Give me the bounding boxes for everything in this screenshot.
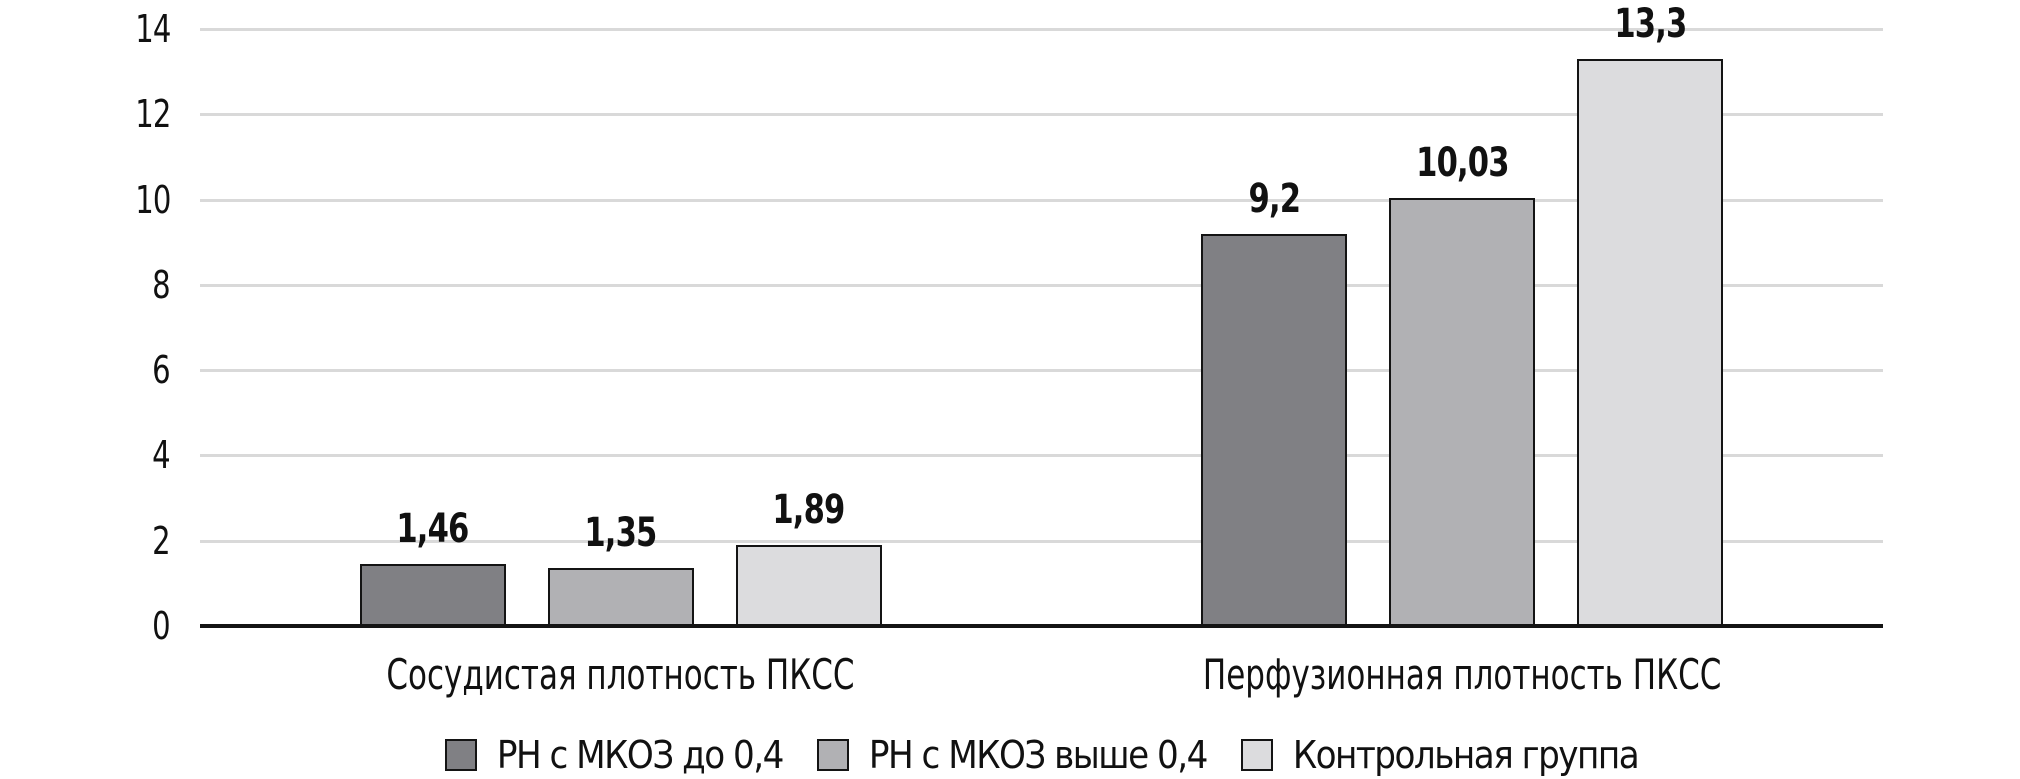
legend-item-1: РН с МКОЗ до 0,4 xyxy=(444,733,785,777)
label-text: 4 xyxy=(152,433,170,478)
label-text: 12 xyxy=(134,92,171,137)
bar-2-2 xyxy=(1389,198,1536,626)
y-axis-tick-label: 8 xyxy=(0,263,170,307)
bar-1-2 xyxy=(547,568,694,626)
category-label-1: Сосудистая плотность ПКСС xyxy=(200,650,1042,700)
legend-swatch-2 xyxy=(816,739,849,771)
y-axis-tick-label: 6 xyxy=(0,348,170,392)
bar-value-label: 10,03 xyxy=(1312,141,1612,185)
label-text: 14 xyxy=(134,7,171,51)
gridline-y-2 xyxy=(200,539,1883,543)
gridline-y-14 xyxy=(200,28,1883,31)
bar-value-label: 1,46 xyxy=(283,507,583,551)
label-text: 0 xyxy=(152,604,170,648)
label-text: 1,89 xyxy=(772,487,846,534)
y-axis-tick-label: 0 xyxy=(0,604,170,648)
bar-2-1 xyxy=(1201,233,1348,626)
legend-label-3: Контрольная группа xyxy=(1292,733,1640,777)
y-axis-tick-label: 2 xyxy=(0,519,170,563)
legend-swatch-3 xyxy=(1240,739,1273,771)
label-text: 6 xyxy=(152,348,170,393)
label-text: 10 xyxy=(134,177,171,222)
label-text: 8 xyxy=(152,262,170,307)
legend-item-3: Контрольная группа xyxy=(1240,733,1640,777)
x-axis-line xyxy=(200,624,1883,628)
legend-label-2: РН с МКОЗ выше 0,4 xyxy=(868,733,1208,777)
label-text: 10,03 xyxy=(1415,140,1509,187)
label-text: Перфузионная плотность ПКСС xyxy=(1203,650,1722,699)
gridline-y-8 xyxy=(200,283,1883,287)
label-text: Сосудистая плотность ПКСС xyxy=(386,650,855,699)
bar-1-3 xyxy=(735,545,882,626)
gridline-y-10 xyxy=(200,198,1883,202)
bar-2-3 xyxy=(1577,58,1724,626)
y-axis-tick-label: 12 xyxy=(0,92,171,137)
y-axis-tick-label: 10 xyxy=(0,177,171,222)
legend-swatch-1 xyxy=(444,739,477,771)
bar-value-label: 1,89 xyxy=(659,488,959,532)
y-axis-tick-label: 14 xyxy=(0,7,171,51)
label-text: 9,2 xyxy=(1248,175,1301,222)
bar-1-1 xyxy=(359,563,506,626)
category-label-2: Перфузионная плотность ПКСС xyxy=(1042,650,1884,700)
label-text: 1,46 xyxy=(396,505,470,552)
gridline-y-4 xyxy=(200,454,1883,458)
bar-value-label: 1,35 xyxy=(471,511,771,555)
label-text: 2 xyxy=(152,518,170,563)
gridline-y-12 xyxy=(200,113,1883,117)
legend-item-2: РН с МКОЗ выше 0,4 xyxy=(816,733,1208,777)
label-text: 1,35 xyxy=(584,510,658,557)
label-text: 13,3 xyxy=(1614,0,1687,47)
chart-legend: РН с МКОЗ до 0,4 РН с МКОЗ выше 0,4 Контро… xyxy=(200,733,1883,777)
bar-value-label: 13,3 xyxy=(1500,2,1800,46)
legend-label-1: РН с МКОЗ до 0,4 xyxy=(496,733,785,777)
y-axis-tick-label: 4 xyxy=(0,433,170,477)
bar-value-label: 9,2 xyxy=(1124,177,1424,221)
gridline-y-6 xyxy=(200,369,1883,373)
